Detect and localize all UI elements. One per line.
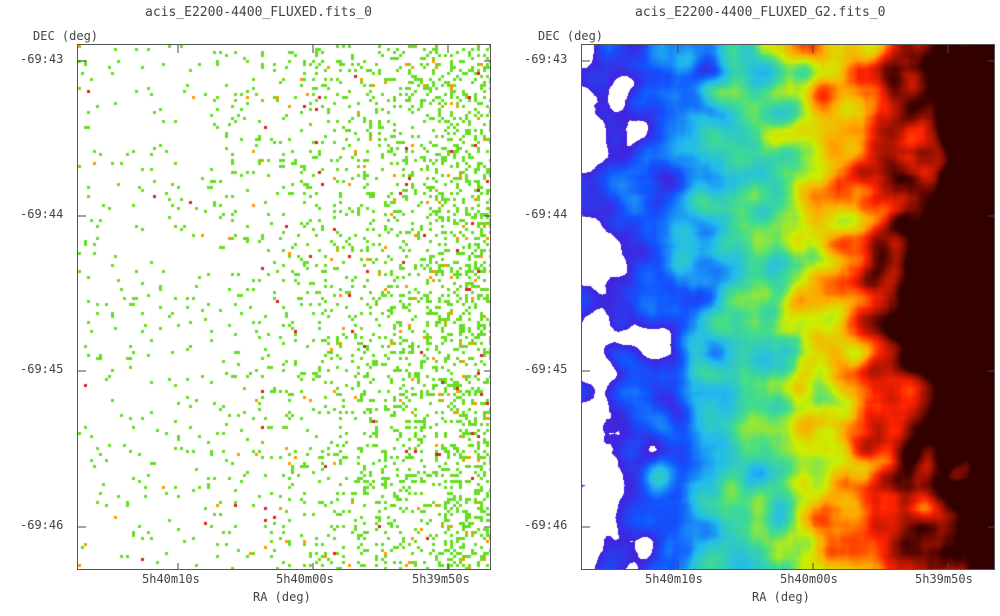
- x-tick-label: 5h40m00s: [276, 572, 334, 586]
- chart-title: acis_E2200-4400_FLUXED.fits_0: [145, 5, 372, 20]
- y-tick-label: -69:44: [524, 207, 568, 221]
- y-tick-label: -69:46: [524, 518, 568, 532]
- y-tick-label: -69:43: [524, 52, 568, 66]
- x-tick-label: 5h40m00s: [780, 572, 838, 586]
- raw-map-panel: acis_E2200-4400_FLUXED.fits_0 DEC (deg) …: [20, 5, 491, 604]
- y-tick-label: -69:46: [20, 518, 64, 532]
- x-axis-label: RA (deg): [752, 590, 810, 604]
- x-tick-label: 5h39m50s: [412, 572, 470, 586]
- chart-title: acis_E2200-4400_FLUXED_G2.fits_0: [635, 5, 886, 20]
- y-tick-label: -69:44: [20, 207, 64, 221]
- x-tick-label: 5h40m10s: [142, 572, 200, 586]
- x-axis-label: RA (deg): [253, 590, 311, 604]
- x-tick-label: 5h40m10s: [645, 572, 703, 586]
- y-axis-label: DEC (deg): [538, 29, 604, 43]
- raw-counts-image[interactable]: [78, 45, 490, 569]
- smoothed-map-panel: acis_E2200-4400_FLUXED_G2.fits_0 DEC (de…: [500, 0, 1000, 616]
- image-frame[interactable]: [581, 44, 995, 570]
- tick-marks: [582, 45, 994, 569]
- x-tick-label: 5h39m50s: [915, 572, 973, 586]
- y-tick-label: -69:43: [20, 52, 64, 66]
- smoothed-intensity-image[interactable]: [582, 45, 994, 569]
- y-tick-label: -69:45: [524, 362, 568, 376]
- y-axis-label: DEC (deg): [33, 29, 99, 43]
- tick-marks: [78, 45, 490, 569]
- y-tick-label: -69:45: [20, 362, 64, 376]
- image-frame[interactable]: [77, 44, 491, 570]
